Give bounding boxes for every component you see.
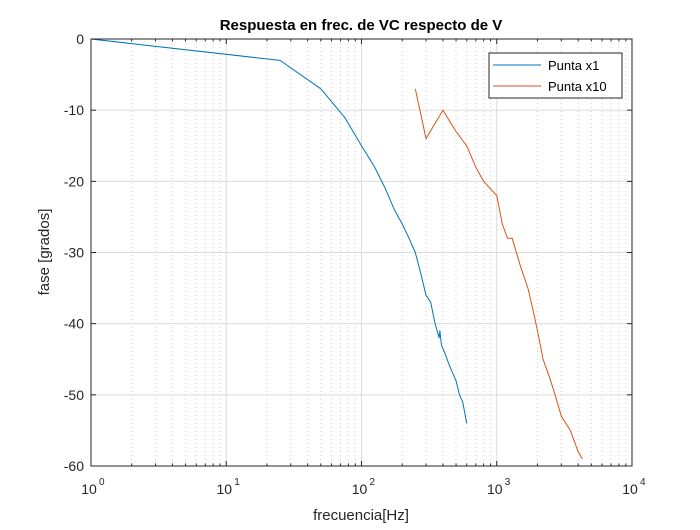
legend-label-punta-x1: Punta x1 xyxy=(548,58,599,73)
tick-labels: 10 0 10 1 10 2 10 3 10 40-10-20-30-40-50-60 xyxy=(64,31,646,497)
x-tick-label-exponent: 3 xyxy=(505,477,511,488)
y-axis-label: fase [grados] xyxy=(36,209,53,296)
y-tick-label: -40 xyxy=(64,316,84,332)
x-tick-label-exponent: 0 xyxy=(99,477,105,488)
y-tick-label: -60 xyxy=(64,458,84,474)
x-tick-label: 10 xyxy=(216,481,232,497)
chart-title: Respuesta en frec. de VC respecto de V xyxy=(220,17,503,34)
legend: Punta x1 Punta x10 xyxy=(488,52,623,99)
x-tick-label-exponent: 2 xyxy=(370,477,376,488)
legend-label-punta-x10: Punta x10 xyxy=(548,79,607,94)
y-tick-label: 0 xyxy=(76,31,84,47)
x-tick-label: 10 xyxy=(352,481,368,497)
y-tick-label: -50 xyxy=(64,387,84,403)
series-layer xyxy=(90,38,583,460)
x-tick-label-exponent: 1 xyxy=(234,477,240,488)
legend-box xyxy=(488,52,623,99)
series-line-punta-x1 xyxy=(90,38,468,424)
x-tick-label: 10 xyxy=(622,481,638,497)
tick-marks xyxy=(90,38,633,467)
x-tick-label: 10 xyxy=(487,481,503,497)
x-tick-label: 10 xyxy=(81,481,97,497)
x-tick-label-exponent: 4 xyxy=(640,477,646,488)
series-line-punta-x10 xyxy=(414,88,583,460)
y-tick-label: -10 xyxy=(64,102,84,118)
x-axis-label: frecuencia[Hz] xyxy=(313,507,409,524)
y-tick-label: -30 xyxy=(64,245,84,261)
y-tick-label: -20 xyxy=(64,173,84,189)
